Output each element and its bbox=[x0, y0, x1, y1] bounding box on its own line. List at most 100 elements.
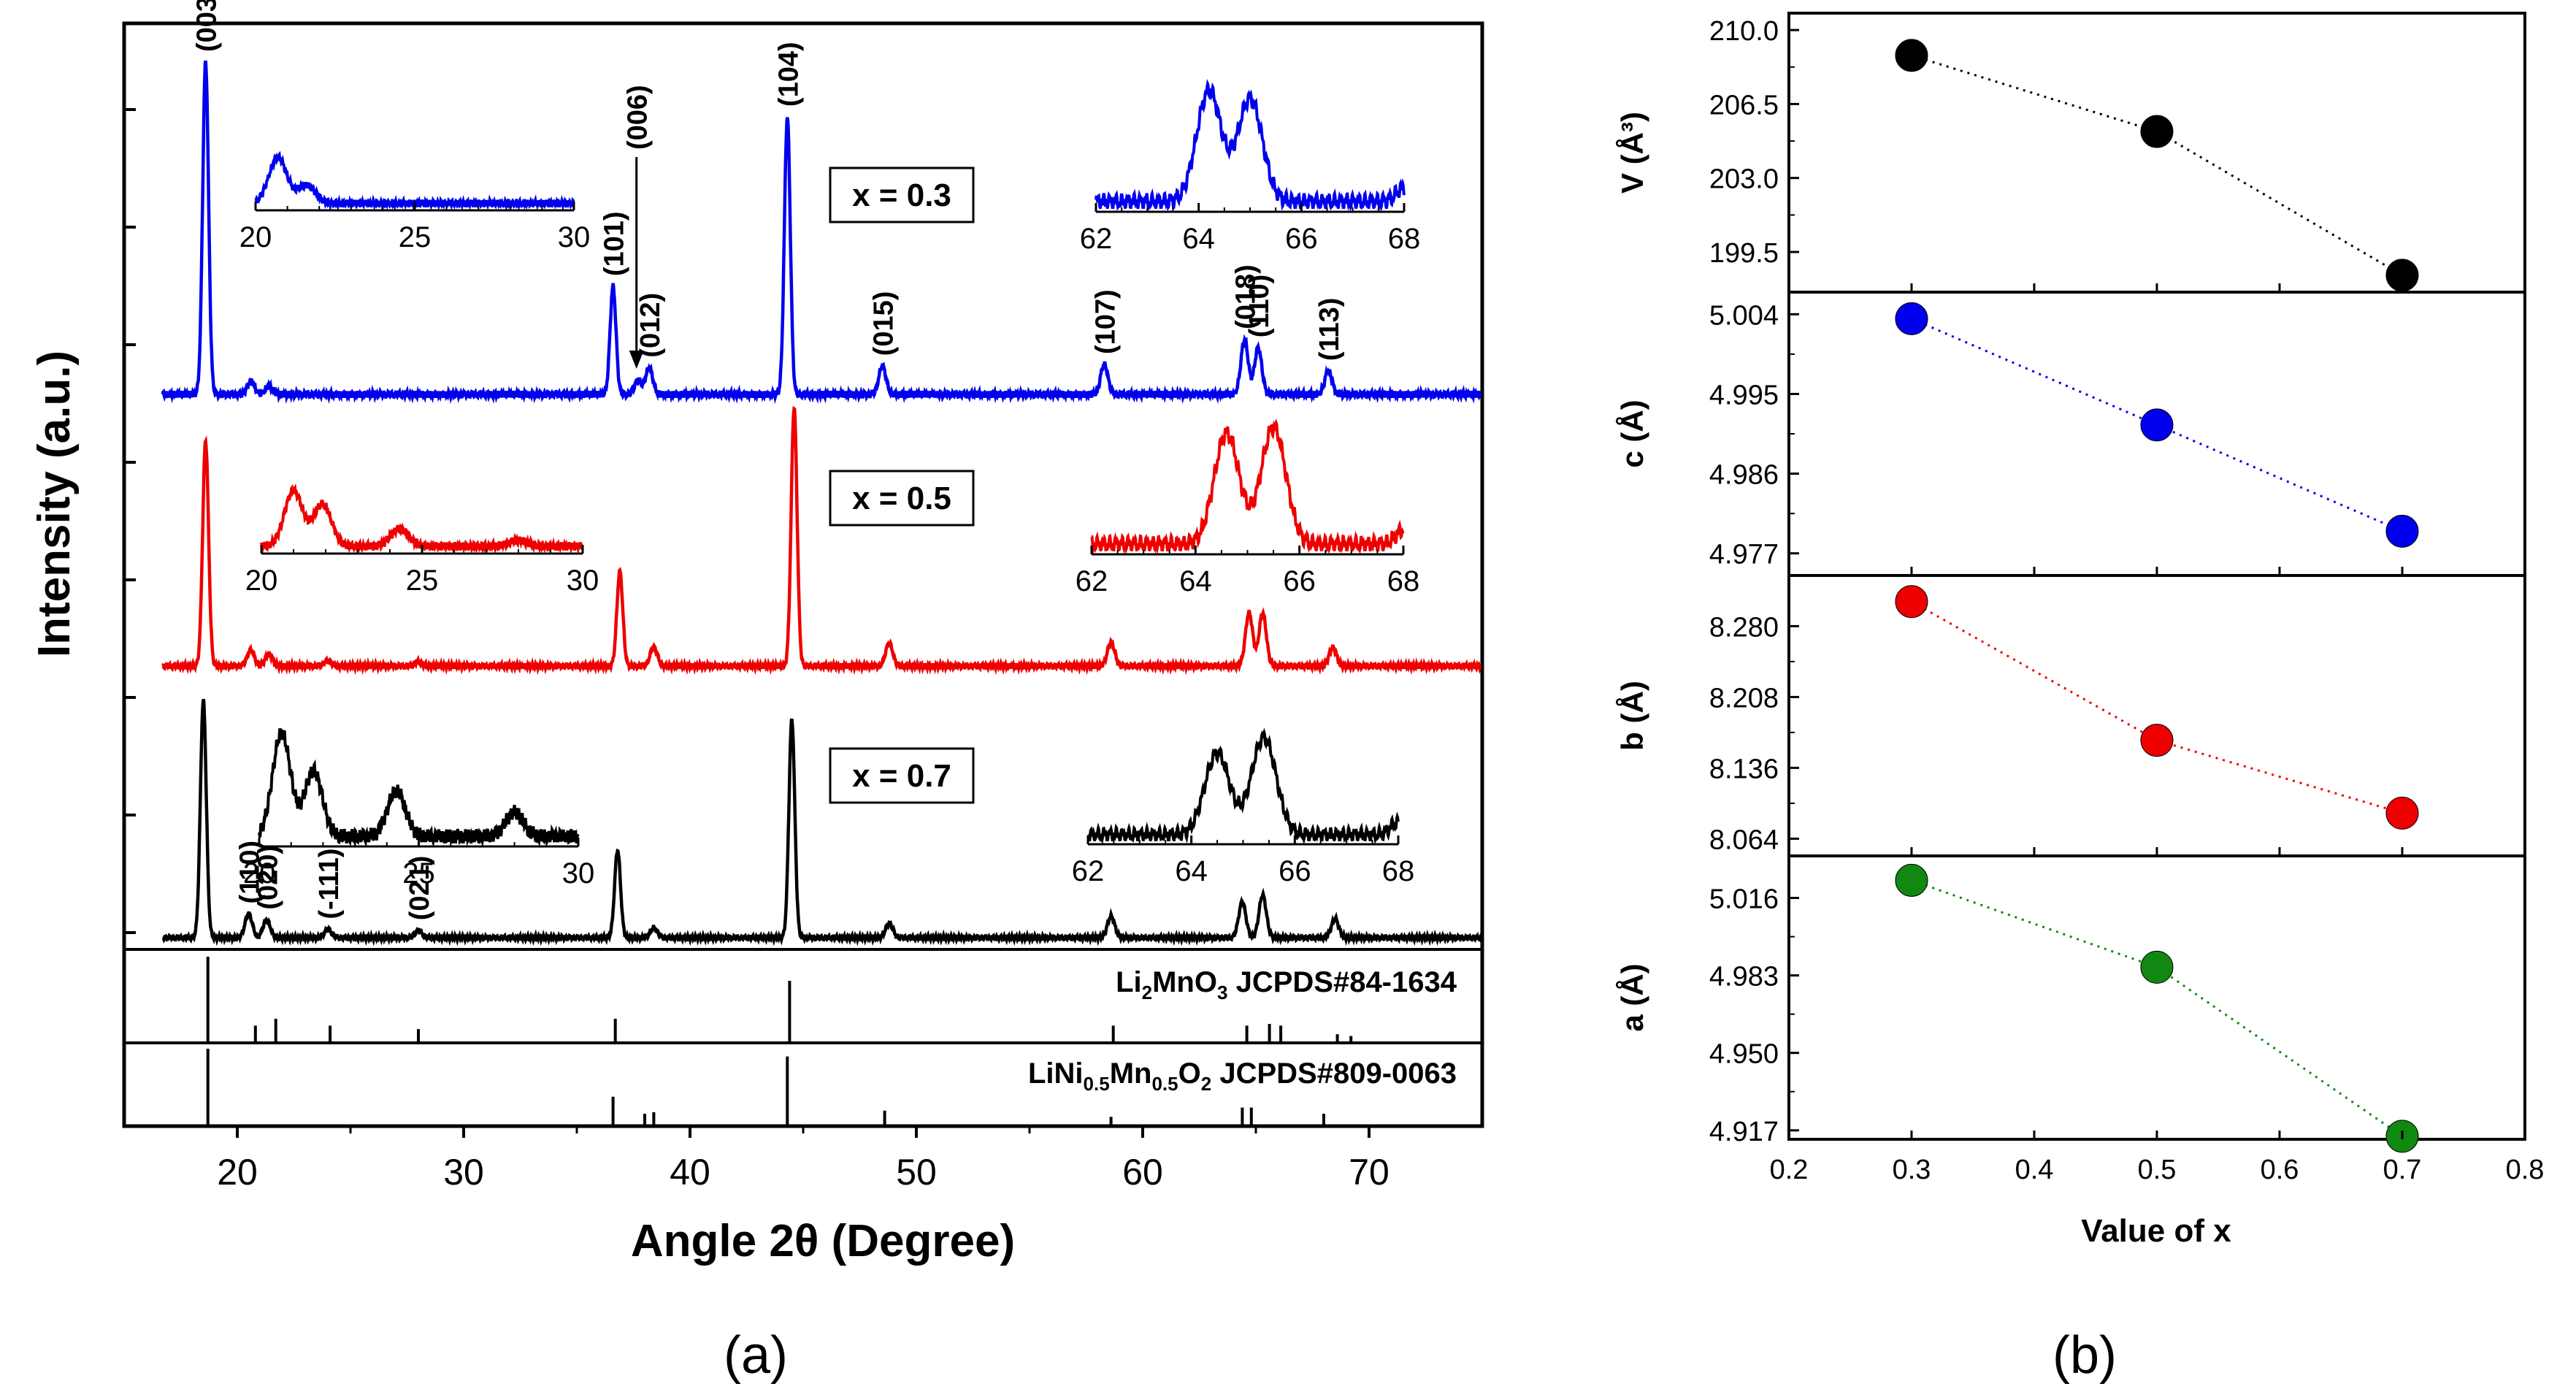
insets: 20 25 30 62 64 66 68 20 25 30 62 64 66 68 20 25 30 62 64 66… bbox=[239, 79, 1421, 890]
lattice-x-tick-label: 0.8 bbox=[2506, 1155, 2545, 1185]
reference-label: LiNi0.5Mn0.5O2 JCPDS#809-0063 bbox=[1028, 1057, 1457, 1095]
peak-label: (003) bbox=[192, 0, 223, 52]
peak-label: (018) bbox=[1231, 264, 1262, 329]
series-label: x = 0.7 bbox=[852, 758, 951, 794]
lattice-y-tick-label: 203.0 bbox=[1709, 164, 1779, 195]
lattice-y-tick-label: 4.995 bbox=[1709, 380, 1779, 410]
inset-x-tick-label: 64 bbox=[1175, 855, 1208, 887]
lattice-point bbox=[1895, 302, 1928, 335]
lattice-x-tick-label: 0.2 bbox=[1770, 1155, 1809, 1185]
peak-label: (107) bbox=[1090, 289, 1121, 354]
peak-label: (101) bbox=[599, 211, 630, 276]
lattice-point bbox=[2140, 408, 2174, 442]
inset-x-tick-label: 20 bbox=[245, 565, 278, 597]
lattice-y-axis-label: b (Å) bbox=[1615, 681, 1649, 751]
lattice-y-tick-label: 206.5 bbox=[1709, 90, 1779, 121]
xrd-x-tick-label: 20 bbox=[217, 1152, 258, 1193]
inset-x-tick-label: 25 bbox=[402, 857, 435, 890]
lattice-panel-frame bbox=[1787, 854, 2526, 1141]
lattice-connector bbox=[1911, 54, 2403, 277]
lattice-y-tick-label: 4.977 bbox=[1709, 540, 1779, 570]
lattice-y-axis-label: V (Å³) bbox=[1615, 112, 1649, 194]
lattice-x-tick-label: 0.4 bbox=[2015, 1155, 2054, 1185]
inset-x-tick-label: 25 bbox=[399, 221, 432, 253]
lattice-y-tick-label: 199.5 bbox=[1709, 238, 1779, 269]
series-label: x = 0.5 bbox=[852, 481, 951, 516]
lattice-point bbox=[2140, 115, 2174, 148]
lattice-y-axis-label: a (Å) bbox=[1615, 963, 1649, 1031]
lattice-y-tick-label: 4.917 bbox=[1709, 1117, 1779, 1147]
lattice-y-tick-label: 210.0 bbox=[1709, 16, 1779, 47]
lattice-point bbox=[2385, 514, 2419, 548]
inset-x-tick-label: 20 bbox=[239, 221, 272, 253]
peak-label: (-111) bbox=[314, 848, 345, 919]
lattice-connector bbox=[1911, 879, 2403, 1138]
xrd-x-tick-label: 30 bbox=[443, 1152, 484, 1193]
lattice-connector bbox=[1911, 317, 2403, 532]
panel-label-a: (a) bbox=[724, 1326, 788, 1385]
peak-label: (021) bbox=[405, 856, 435, 921]
inset-x-tick-label: 62 bbox=[1076, 565, 1108, 597]
inset-x-tick-label: 62 bbox=[1072, 855, 1105, 887]
lattice-y-tick-label: 8.136 bbox=[1709, 754, 1779, 784]
peak-label: (113) bbox=[1314, 298, 1345, 362]
lattice-x-axis-label: Value of x bbox=[2081, 1213, 2231, 1249]
inset-x-tick-label: 62 bbox=[1080, 223, 1113, 255]
lattice-x-tick-label: 0.3 bbox=[1893, 1155, 1931, 1185]
lattice-y-tick-label: 4.986 bbox=[1709, 460, 1779, 491]
lattice-y-tick-label: 8.280 bbox=[1709, 612, 1779, 643]
lattice-point bbox=[1895, 863, 1928, 897]
lattice-panels: 210.0 206.5 203.0 199.5 V (Å³) 5.004 4.995 4.98… bbox=[1615, 12, 2545, 1185]
panel-label-b: (b) bbox=[2052, 1326, 2117, 1385]
lattice-y-axis-label: c (Å) bbox=[1615, 399, 1649, 467]
xrd-curve-1 bbox=[161, 60, 1483, 405]
lattice-y-tick-label: 8.208 bbox=[1709, 683, 1779, 714]
xrd-curve-2 bbox=[161, 405, 1482, 676]
lattice-y-tick-label: 5.016 bbox=[1709, 884, 1779, 915]
xrd-y-axis-label: Intensity (a.u.) bbox=[29, 351, 80, 657]
inset-x-tick-label: 25 bbox=[406, 565, 439, 597]
series-label-box bbox=[829, 747, 975, 804]
reference-patterns: Li2MnO3 JCPDS#84-1634 LiNi0.5Mn0.5O2 JCPD… bbox=[206, 957, 1457, 1126]
lattice-y-tick-label: 8.064 bbox=[1709, 825, 1779, 855]
lattice-x-tick-label: 0.7 bbox=[2383, 1155, 2422, 1185]
xrd-x-tick-label: 40 bbox=[670, 1152, 710, 1193]
reference-label: Li2MnO3 JCPDS#84-1634 bbox=[1116, 966, 1457, 1003]
peak-label: (104) bbox=[773, 42, 804, 107]
xrd-x-axis-label: Angle 2θ (Degree) bbox=[631, 1216, 1015, 1266]
peak-label: (012) bbox=[635, 293, 666, 358]
xrd-curve-3 bbox=[161, 698, 1483, 946]
inset-x-tick-label: 30 bbox=[567, 565, 599, 597]
inset-curve bbox=[1090, 418, 1405, 554]
lattice-y-tick-label: 4.983 bbox=[1709, 962, 1779, 992]
peak-label: (020) bbox=[253, 845, 283, 910]
peak-label: (110) bbox=[235, 841, 266, 904]
peak-label: (110) bbox=[1244, 275, 1275, 338]
inset-x-tick-label: 68 bbox=[1388, 223, 1421, 255]
xrd-x-tick-label: 60 bbox=[1122, 1152, 1163, 1193]
inset-x-tick-label: 66 bbox=[1285, 223, 1318, 255]
xrd-curves: (003) (101) (006) (012) (104) (015) (107) (018)… bbox=[161, 0, 1483, 946]
xrd-axes: 20 30 40 50 60 70 bbox=[124, 108, 1389, 1193]
inset-curve bbox=[1086, 727, 1400, 845]
inset-curve bbox=[260, 483, 584, 555]
inset-x-tick-label: 66 bbox=[1283, 565, 1316, 597]
inset-x-tick-label: 20 bbox=[243, 857, 276, 890]
inset-curve bbox=[254, 150, 575, 212]
inset-x-tick-label: 68 bbox=[1382, 855, 1415, 887]
inset-x-tick-label: 30 bbox=[562, 857, 595, 890]
lattice-connector bbox=[1911, 600, 2403, 814]
peak-label: (015) bbox=[869, 291, 900, 356]
series-label: x = 0.3 bbox=[852, 177, 951, 213]
lattice-y-tick-label: 5.004 bbox=[1709, 300, 1779, 331]
lattice-x-tick-label: 0.6 bbox=[2261, 1155, 2299, 1185]
inset-x-tick-label: 68 bbox=[1387, 565, 1420, 597]
inset-x-tick-label: 30 bbox=[558, 221, 591, 253]
lattice-point bbox=[2385, 796, 2419, 830]
inset-x-tick-label: 64 bbox=[1179, 565, 1212, 597]
series-label-box bbox=[829, 167, 975, 223]
inset-curve bbox=[1095, 79, 1406, 213]
lattice-point bbox=[1895, 39, 1928, 72]
inset-x-tick-label: 64 bbox=[1182, 223, 1215, 255]
